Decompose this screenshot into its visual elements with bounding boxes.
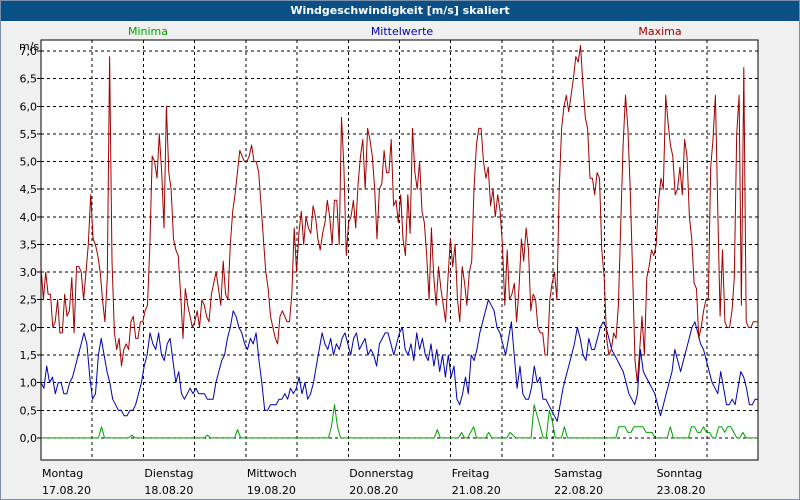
y-tick-label: 6,5 (20, 73, 38, 86)
legend-minima: Minima (128, 25, 168, 38)
y-tick-label: 5,0 (20, 156, 38, 169)
chart-title: Windgeschwindigkeit [m/s] skaliert (1, 1, 799, 21)
y-tick-label: 5,5 (20, 128, 38, 141)
y-tick-label: 1,0 (20, 377, 38, 390)
series-lines (40, 45, 758, 439)
x-tick-label-date: 17.08.20 (42, 484, 91, 497)
legend-mittelwerte: Mittelwerte (371, 25, 434, 38)
x-tick-label-date: 19.08.20 (247, 484, 296, 497)
y-tick-label: 0,0 (20, 432, 38, 445)
legend-maxima: Maxima (638, 25, 681, 38)
tick-labels: 0,0 0,5 1,0 1,5 2,0 2,5 3,0 3,5 4,0 4,5 5,0 5,5 6,0 6… (19, 40, 706, 497)
y-tick-label: 2,0 (20, 321, 38, 334)
y-tick-label: 3,0 (20, 266, 38, 279)
y-tick-label: 1,5 (20, 349, 38, 362)
plot-frame (40, 39, 759, 461)
y-tick-label: 3,5 (20, 238, 38, 251)
x-tick-label-day: Freitag (452, 467, 490, 480)
grid (41, 40, 758, 460)
series-line-minima (41, 404, 758, 439)
x-tick-label-date: 20.08.20 (349, 484, 398, 497)
x-tick-label-day: Dienstag (144, 467, 193, 480)
y-tick-label: 6,0 (20, 100, 38, 113)
series-line-maxima (40, 45, 758, 384)
y-tick-label: 7,0 (20, 45, 38, 58)
x-tick-label-day: Montag (42, 467, 83, 480)
axes (37, 39, 759, 461)
y-tick-label: 0,5 (20, 404, 38, 417)
x-tick-label-day: Donnerstag (349, 467, 413, 480)
y-axis-label: m/s (19, 40, 39, 53)
x-tick-label-date: 18.08.20 (144, 484, 193, 497)
x-tick-label-date: 22.08.20 (554, 484, 603, 497)
x-tick-label-date: 23.08.20 (657, 484, 706, 497)
x-tick-label-day: Samstag (554, 467, 602, 480)
x-tick-label-day: Sonntag (657, 467, 703, 480)
y-tick-label: 4,5 (20, 183, 38, 196)
y-tick-label: 4,0 (20, 211, 38, 224)
y-tick-label: 2,5 (20, 294, 38, 307)
series-line-mittelwerte (40, 299, 758, 422)
legend: Minima Mittelwerte Maxima (128, 25, 682, 38)
x-tick-label-date: 21.08.20 (452, 484, 501, 497)
x-tick-label-day: Mittwoch (247, 467, 297, 480)
